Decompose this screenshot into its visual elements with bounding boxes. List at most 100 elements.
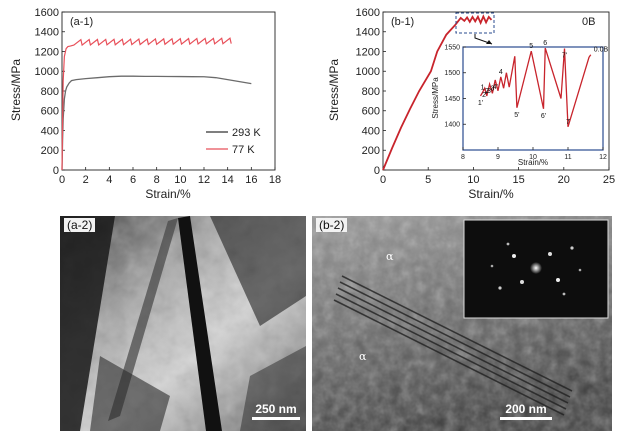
alpha-label-top: α [386,250,394,263]
inset-frame [462,46,604,151]
inset-annotation: 5' [514,112,519,119]
inset-y-tick-label: 1400 [444,122,460,129]
b1-panel-label: (b-1) [391,16,414,28]
inset-x-tick-label: 12 [599,154,607,161]
a1-x-tick-label: 4 [106,174,112,186]
a1-x-tick-label: 0 [59,174,65,186]
inset-annotation: 4 [499,69,503,76]
inset-annotation: 5 [529,43,533,50]
inset-annotation: 0.0B [594,47,609,54]
inset-y-axis-label: Stress/MPa [431,77,440,119]
zoom-arrow-head [486,40,492,44]
tem-image-a2: (a-2) 250 nm [60,216,306,431]
b1-y-tick-label: 1000 [356,66,380,78]
legend-77k: 77 K [232,144,255,156]
inset-annotation: 3 [490,85,494,92]
alpha-label-bottom: α [359,350,367,363]
inset-x-tick-label: 10 [529,154,537,161]
b1-series [382,14,493,171]
chart-a1: Stress/MPa Strain/% 0 2 4 6 8 10 12 14 16 18 0 200 4… [9,7,281,201]
a1-x-axis-label: Strain/% [145,187,191,201]
inset-annotations: 12 3 4 5 6 7 0.0B 1'2'3'4' 5' 6' 7' [478,40,609,126]
b1-x-tick-label: 15 [512,174,524,186]
a1-y-tick-label: 800 [41,86,59,98]
a1-y-tick-label: 600 [41,106,59,118]
a1-x-tick-label: 14 [222,174,234,186]
a1-x-tick-label: 16 [245,174,257,186]
a1-y-tick-label: 1600 [35,7,59,19]
a1-series [61,37,252,171]
b1-x-tick-label: 0 [380,174,386,186]
a1-x-tick-label: 12 [198,174,210,186]
b1-y-tick-label: 1200 [356,46,380,58]
inset-annotation: 3' [487,88,492,95]
inset-annotation: 6 [543,40,547,47]
b1-y-tick-label: 1600 [356,7,380,19]
a1-y-axis-label: Stress/MPa [9,59,23,121]
series-77k-line [61,37,232,171]
inset-annotation: 4' [493,84,498,91]
b1-x-tick-label: 20 [558,174,570,186]
b2-panel-label: (b-2) [316,218,348,232]
zoom-arrow [474,34,493,45]
b2-scale-bar: 200 nm [500,402,552,420]
a2-scale-bar: 250 nm [252,402,300,420]
a1-y-tick-label: 0 [53,165,59,177]
a1-y-tick-label: 200 [41,145,59,157]
inset-x-axis-label: Strain/% [518,158,548,167]
a1-y-tick-label: 400 [41,125,59,137]
a2-panel-label: (a-2) [64,218,96,232]
b1-y-tick-label: 1400 [356,27,380,39]
b1-x-tick-label: 10 [467,174,479,186]
inset-annotation: 7' [562,53,567,60]
lamellae-bands [333,275,573,416]
a1-x-tick-label: 10 [174,174,186,186]
a1-x-tick-label: 8 [154,174,160,186]
b1-y-tick-label: 600 [362,106,380,118]
inset-x-tick-label: 11 [564,154,571,161]
b1-x-tick-label: 25 [603,174,615,186]
twin-band [178,216,222,431]
inset-annotation: 1 [481,84,485,91]
inset-annotation: 2' [482,92,487,99]
a2-scale-bar-text: 250 nm [255,402,297,416]
b1-y-tick-label: 400 [362,125,380,137]
inset-annotation: 6' [541,113,546,120]
a1-y-tick-label: 1000 [35,66,59,78]
b1-y-tick-label: 200 [362,145,380,157]
b1-y-tick-label: 0 [374,165,380,177]
b1-x-axis-label: Strain/% [468,187,514,201]
series-b1-line [382,14,493,171]
tem-image-b2: (b-2) α α 200 nm [312,216,612,431]
a2-scale-bar-line [252,417,300,420]
inset-y-tick-label: 1500 [444,70,460,77]
a1-y-tick-label: 1200 [35,46,59,58]
b1-y-tick-label: 800 [362,86,380,98]
zoom-selection-box [455,12,495,34]
a1-legend: 293 K 77 K [206,127,261,156]
series-293k-line [61,75,252,171]
inset-series [479,47,592,128]
chart-b1: Stress/MPa Strain/% 0 5 10 15 20 250200400600… [327,7,615,201]
tem-micrograph-a2 [60,216,306,431]
inset-x-tick-label: 8 [461,154,465,161]
inset-y-tick-label: 1550 [444,44,460,51]
b1-corner-label: 0B [582,16,595,28]
inset-annotation: 2 [485,88,489,95]
inset-series-line [479,47,592,128]
a1-panel-label: (a-1) [70,16,93,28]
inset-annotation: 1' [478,100,483,107]
a1-x-tick-label: 6 [130,174,136,186]
b1-x-tick-label: 5 [425,174,431,186]
inset-y-tick-label: 1450 [444,96,460,103]
inset-annotation: 7 [566,119,570,126]
b2-scale-bar-line [500,417,552,420]
tem-micrograph-b2 [312,216,612,431]
diffraction-spots [490,242,582,296]
a1-x-tick-label: 2 [83,174,89,186]
a1-x-tick-label: 18 [269,174,281,186]
a1-y-tick-label: 1400 [35,27,59,39]
